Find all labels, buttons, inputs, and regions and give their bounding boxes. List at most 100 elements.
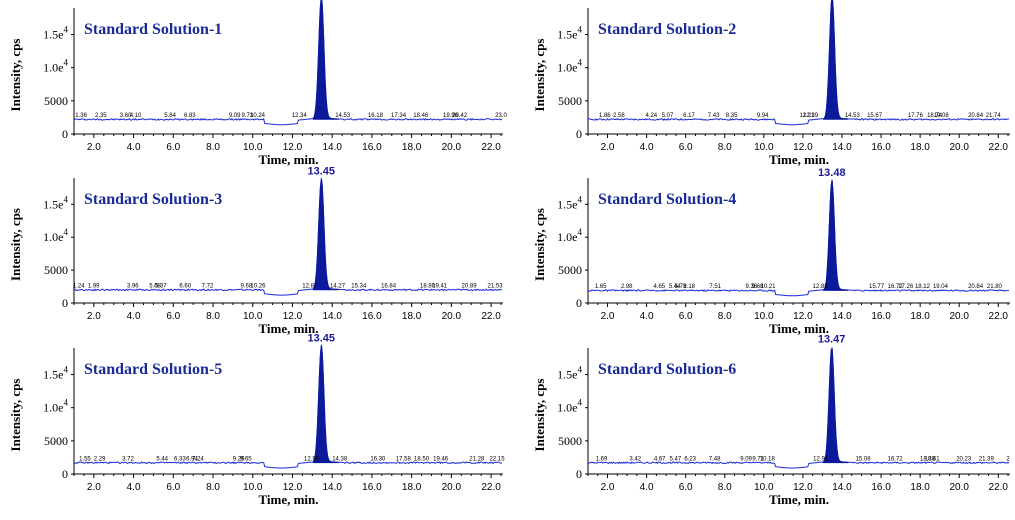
y-tick-label: 5000 [558, 434, 582, 448]
rt-label: 9.71 [752, 456, 764, 462]
rt-label: 17.34 [391, 113, 407, 119]
x-tick-label: 12.0 [283, 311, 303, 322]
peak-rt-label: 13.45 [308, 166, 336, 178]
y-axis-label: Intensity, cps [532, 39, 547, 112]
rt-label: 14.53 [845, 113, 861, 119]
x-tick-label: 14.0 [832, 482, 852, 493]
y-tick-label: 5000 [558, 94, 582, 108]
x-tick-label: 16.0 [362, 311, 382, 322]
x-tick-label: 16.0 [871, 142, 891, 153]
rt-label: 16.72 [888, 456, 904, 462]
rt-label: 23.0 [495, 113, 507, 119]
rt-label: 6.83 [184, 113, 196, 119]
rt-label: 9.09 [740, 456, 752, 462]
chromatogram-trace [587, 348, 1010, 469]
x-tick-label: 6.0 [166, 311, 180, 322]
x-tick-label: 4.0 [127, 311, 141, 322]
x-axis-label: Time, min. [769, 152, 829, 167]
x-tick-label: 20.0 [949, 142, 969, 153]
rt-label: 20.84 [968, 113, 984, 119]
y-tick-label: 5000 [44, 94, 68, 108]
x-tick-label: 6.0 [679, 311, 693, 322]
rt-label: 19.08 [934, 113, 950, 119]
chart-panel-6: 0 5000 1.0e4 1.5e4 2.0 4.0 6.0 8.0 10.0 12.0 14.0 1… [532, 334, 1010, 507]
rt-label: 21.74 [986, 113, 1002, 119]
y-tick-label: 1.5e4 [557, 365, 582, 382]
y-axis-label: Intensity, cps [8, 208, 23, 281]
x-tick-label: 6.0 [679, 482, 693, 493]
x-tick-label: 10.0 [754, 142, 774, 153]
rt-label: 2.29 [94, 456, 106, 462]
x-axis-label: Time, min. [258, 492, 318, 507]
rt-label: 2.35 [95, 113, 107, 119]
x-tick-label: 2.0 [601, 142, 615, 153]
x-tick-label: 18.0 [402, 142, 422, 153]
rt-label: 16.72 [888, 284, 904, 290]
peak-rt-label: 13.47 [818, 334, 846, 346]
rt-label: 6.23 [684, 456, 696, 462]
x-tick-label: 18.0 [910, 142, 930, 153]
x-tick-label: 20.0 [442, 311, 462, 322]
rt-label: 5.44 [669, 284, 681, 290]
rt-label: 12.96 [304, 456, 320, 462]
x-tick-label: 4.0 [127, 142, 141, 153]
rt-label: 7.24 [192, 456, 204, 462]
rt-label: 5.44 [156, 456, 168, 462]
rt-label: 17.76 [908, 113, 924, 119]
x-tick-label: 14.0 [322, 142, 342, 153]
y-tick-label: 1.5e4 [43, 25, 68, 42]
peak-area [312, 345, 339, 464]
rt-label: 1.24 [73, 284, 85, 290]
rt-label: 1.86 [599, 113, 611, 119]
x-tick-label: 16.0 [871, 311, 891, 322]
rt-label: 4.24 [645, 113, 657, 119]
rt-label: 20.84 [968, 284, 984, 290]
chromatogram-trace [587, 0, 1010, 126]
rt-label: 14.27 [330, 284, 346, 290]
rt-label: 22.15 [490, 456, 506, 462]
x-tick-label: 8.0 [206, 311, 220, 322]
rt-label: 1.69 [596, 456, 608, 462]
x-tick-label: 8.0 [206, 142, 220, 153]
x-tick-label: 8.0 [718, 142, 732, 153]
peak-rt-label: 13.48 [818, 167, 846, 179]
rt-label: 1.36 [75, 113, 87, 119]
rt-label: 15.34 [351, 284, 367, 290]
panel-title: Standard Solution-2 [598, 21, 736, 38]
y-tick-label: 0 [62, 127, 68, 141]
rt-label: 5.84 [164, 113, 176, 119]
rt-label: 9.68 [752, 284, 764, 290]
x-tick-label: 10.0 [754, 311, 774, 322]
rt-label: 21.39 [979, 456, 995, 462]
peak-area [823, 0, 849, 120]
peak-area [823, 347, 849, 464]
y-tick-label: 0 [576, 127, 582, 141]
rt-label: 6.17 [683, 113, 695, 119]
y-axis-label: Intensity, cps [532, 208, 547, 281]
rt-label: 15.77 [869, 284, 885, 290]
x-tick-label: 16.0 [362, 482, 382, 493]
rt-label: 12.87 [302, 284, 318, 290]
x-tick-label: 18.0 [910, 482, 930, 493]
rt-label: 3.42 [629, 456, 641, 462]
x-tick-label: 22.0 [989, 311, 1009, 322]
rt-label: 20.89 [462, 284, 478, 290]
rt-label: 19.46 [433, 456, 449, 462]
panel-title: Standard Solution-3 [84, 191, 222, 208]
y-axis-label: Intensity, cps [532, 379, 547, 452]
rt-label: 4.67 [654, 456, 666, 462]
peak-rt-label: 13.45 [308, 332, 336, 344]
rt-label: 20.42 [452, 113, 468, 119]
rt-label: 5.07 [662, 113, 674, 119]
rt-label: 12.39 [803, 113, 819, 119]
rt-label: 10.26 [250, 284, 266, 290]
rt-label: 16.30 [370, 456, 386, 462]
rt-label: 18.50 [414, 456, 430, 462]
x-tick-label: 22.0 [481, 311, 501, 322]
y-tick-label: 1.0e4 [43, 227, 68, 244]
chromatogram-trace [73, 0, 503, 126]
y-tick-label: 0 [62, 296, 68, 310]
rt-label: 1.99 [88, 284, 100, 290]
x-tick-label: 18.0 [402, 482, 422, 493]
